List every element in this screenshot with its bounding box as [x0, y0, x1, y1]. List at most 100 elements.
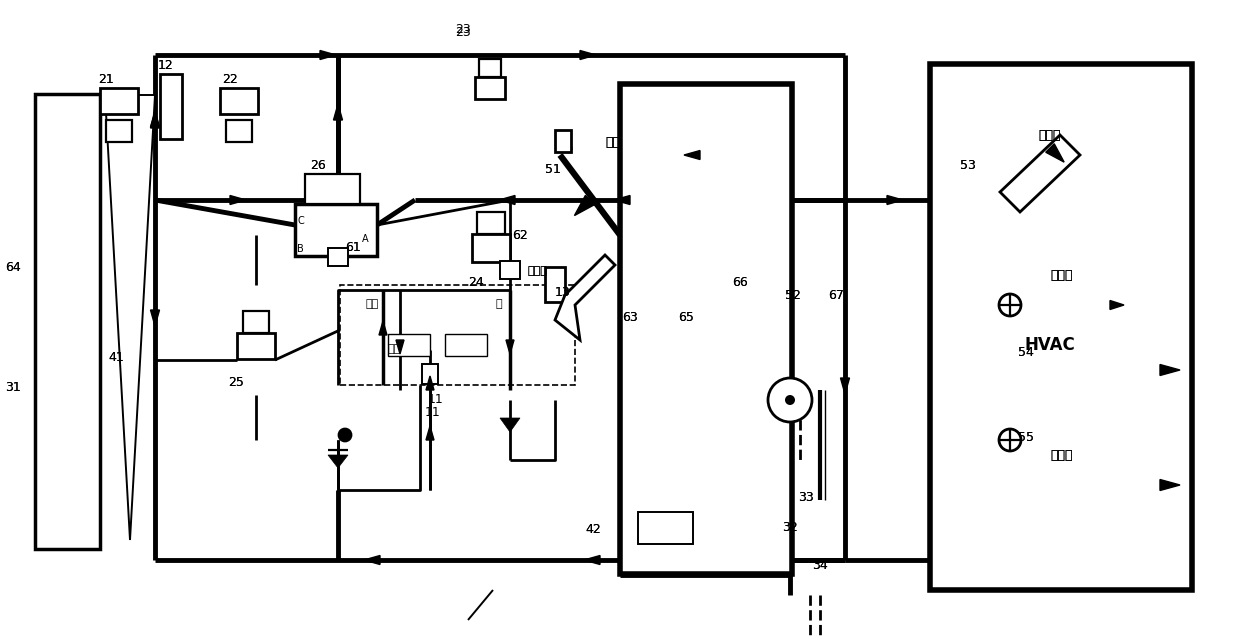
Bar [243, 311, 269, 333]
Bar [475, 77, 505, 99]
Text: 补气: 补气 [388, 344, 402, 354]
Polygon shape [500, 418, 520, 432]
Polygon shape [1159, 365, 1180, 375]
Bar [340, 285, 575, 385]
Bar [500, 261, 520, 279]
Polygon shape [614, 196, 630, 205]
Bar [226, 120, 252, 142]
Polygon shape [498, 196, 515, 205]
Text: 61: 61 [345, 241, 361, 254]
Text: 51: 51 [546, 163, 560, 176]
Text: 23: 23 [455, 26, 471, 39]
Text: 内循环: 内循环 [528, 266, 548, 276]
Bar [105, 120, 131, 142]
Text: 62: 62 [512, 229, 528, 242]
Text: 63: 63 [622, 311, 637, 324]
Bar [100, 88, 138, 114]
Text: 65: 65 [678, 311, 694, 324]
Polygon shape [105, 95, 155, 540]
Polygon shape [841, 378, 849, 394]
Circle shape [768, 378, 812, 422]
Text: 55: 55 [1018, 431, 1034, 444]
Text: C: C [298, 216, 304, 226]
Text: HVAC: HVAC [1025, 336, 1076, 354]
Polygon shape [365, 556, 379, 565]
Text: 26: 26 [310, 159, 326, 172]
Text: 42: 42 [585, 523, 600, 536]
Bar [295, 204, 377, 256]
Text: 吹脚风: 吹脚风 [1050, 449, 1073, 462]
Text: 67: 67 [828, 289, 844, 302]
Text: 33: 33 [799, 491, 813, 504]
Polygon shape [229, 196, 246, 205]
Text: 67: 67 [828, 289, 844, 302]
Polygon shape [999, 135, 1080, 212]
Text: 41: 41 [108, 351, 124, 364]
Polygon shape [1110, 301, 1123, 310]
Bar [620, 84, 792, 574]
Polygon shape [427, 376, 434, 390]
Polygon shape [427, 426, 434, 440]
Text: 53: 53 [960, 159, 976, 172]
Polygon shape [396, 340, 404, 354]
Text: 31: 31 [5, 381, 21, 394]
Text: 除霜风: 除霜风 [1038, 129, 1060, 142]
Polygon shape [379, 321, 387, 335]
Text: 除霜风: 除霜风 [1038, 129, 1060, 142]
Text: 42: 42 [585, 523, 600, 536]
Text: 25: 25 [228, 376, 244, 389]
Text: 41: 41 [108, 351, 124, 364]
Text: 12: 12 [157, 59, 174, 72]
Text: 63: 63 [622, 311, 637, 324]
Polygon shape [556, 255, 615, 340]
Polygon shape [887, 196, 903, 205]
Polygon shape [684, 151, 701, 160]
Polygon shape [1045, 144, 1064, 162]
Text: 吸: 吸 [495, 299, 502, 309]
Polygon shape [584, 556, 600, 565]
Text: 11: 11 [428, 393, 444, 406]
Text: 吹脚风: 吹脚风 [1050, 449, 1073, 462]
Polygon shape [329, 455, 348, 468]
Text: 13: 13 [556, 286, 570, 299]
Bar [160, 74, 182, 139]
Text: 吹面风: 吹面风 [1050, 269, 1073, 282]
Text: 21: 21 [98, 73, 114, 86]
Text: 21: 21 [98, 73, 114, 86]
Circle shape [339, 429, 351, 441]
Polygon shape [320, 50, 336, 59]
Text: 内循环: 内循环 [528, 266, 548, 276]
Bar [556, 130, 570, 152]
Text: 64: 64 [5, 261, 21, 274]
Text: 吹面风: 吹面风 [1050, 269, 1073, 282]
Text: 12: 12 [157, 59, 174, 72]
Text: 53: 53 [960, 159, 976, 172]
Text: 13: 13 [556, 286, 570, 299]
Text: 26: 26 [310, 159, 326, 172]
Text: B: B [298, 244, 304, 254]
Text: 64: 64 [5, 261, 21, 274]
Circle shape [999, 294, 1021, 316]
Text: 11: 11 [425, 406, 440, 419]
Circle shape [999, 429, 1021, 451]
Text: 55: 55 [1018, 431, 1034, 444]
Text: 54: 54 [1018, 346, 1034, 359]
Bar [422, 364, 438, 384]
Bar [388, 334, 430, 356]
Text: 34: 34 [812, 559, 828, 572]
Text: 22: 22 [222, 73, 238, 86]
Text: 新风: 新风 [605, 136, 620, 149]
Bar [237, 333, 275, 359]
Text: 23: 23 [455, 23, 471, 36]
Polygon shape [580, 50, 596, 59]
Bar [305, 174, 360, 204]
Text: 62: 62 [512, 229, 528, 242]
Bar [219, 88, 258, 114]
Text: 61: 61 [345, 241, 361, 254]
Polygon shape [150, 310, 160, 326]
Polygon shape [150, 112, 160, 128]
Text: 66: 66 [732, 276, 748, 289]
Text: 32: 32 [782, 521, 797, 534]
Polygon shape [574, 195, 595, 216]
Text: 66: 66 [732, 276, 748, 289]
